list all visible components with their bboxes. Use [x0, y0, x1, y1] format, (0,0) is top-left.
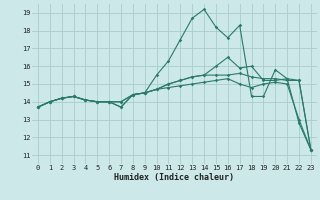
X-axis label: Humidex (Indice chaleur): Humidex (Indice chaleur)	[115, 173, 234, 182]
